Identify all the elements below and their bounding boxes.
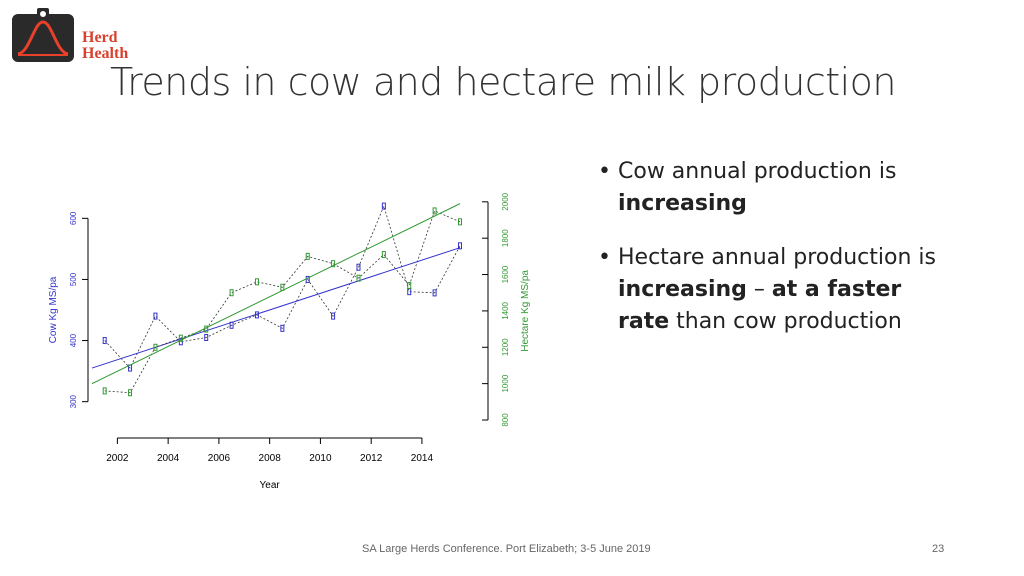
- cow-data-point: [432, 289, 437, 297]
- hectare-data-point: [432, 207, 437, 215]
- bullet-text: Hectare annual production is: [618, 245, 936, 270]
- cow-data-point: [229, 321, 234, 329]
- y-right-tick-label: 1000: [501, 374, 510, 392]
- cow-data-point: [407, 288, 412, 296]
- y-right-tick-label: 1200: [501, 338, 510, 356]
- series-trend-line: [91, 247, 461, 369]
- cow-data-point: [331, 312, 336, 320]
- cow-data-point: [280, 324, 285, 332]
- cow-data-point: [381, 202, 386, 210]
- x-tick-label: 2006: [208, 453, 231, 464]
- y-right-axis-label: Hectare Kg MS/pa: [520, 270, 531, 352]
- y-left-axis-label: Cow Kg MS/pa: [48, 276, 59, 343]
- slide-title: Trends in cow and hectare milk productio…: [110, 60, 897, 104]
- bullet-text: –: [746, 277, 772, 302]
- milk-production-chart: 2002 2004 2006 2008 2010 2012 2014 Year 300 400 50…: [48, 192, 531, 491]
- cow-data-point: [204, 334, 209, 341]
- cow-data-point: [305, 275, 310, 283]
- cow-data-point: [153, 312, 158, 320]
- cow-data-point: [254, 311, 259, 319]
- hectare-data-point: [407, 281, 412, 289]
- x-tick-label: 2002: [106, 453, 129, 464]
- y-left-tick-label: 600: [69, 211, 78, 225]
- cow-data-point: [458, 242, 462, 250]
- bullet-list: Cow annual production is increasingHecta…: [598, 156, 958, 360]
- y-right-tick-label: 1400: [501, 301, 510, 319]
- hectare-data-point: [102, 387, 107, 395]
- bullet-item: Hectare annual production is increasing …: [598, 242, 958, 338]
- hectare-data-point: [254, 278, 259, 286]
- logo-text-line1: Herd: [82, 29, 118, 46]
- y-right-tick-label: 1600: [501, 265, 510, 283]
- hectare-data-point: [128, 389, 133, 397]
- hectare-data-point: [280, 283, 285, 291]
- y-left-tick-label: 300: [69, 394, 78, 408]
- herd-health-logo: Herd Health: [10, 8, 140, 66]
- x-tick-label: 2004: [157, 453, 180, 464]
- y-right-tick-label: 2000: [501, 192, 510, 210]
- hectare-data-point: [229, 289, 234, 297]
- y-left-tick-label: 500: [69, 272, 78, 286]
- x-axis-label: Year: [260, 480, 281, 491]
- page-number: 23: [932, 543, 945, 555]
- series-trend-line: [91, 203, 461, 385]
- hectare-data-point: [381, 251, 386, 259]
- bullet-text: Cow annual production is: [618, 159, 897, 184]
- hectare-data-point: [178, 334, 183, 342]
- y-left-tick-label: 400: [69, 333, 78, 347]
- bullet-emphasis: at a faster rate: [618, 277, 902, 334]
- bullet-item: Cow annual production is increasing: [598, 156, 958, 220]
- cow-data-point: [178, 338, 183, 346]
- y-right-tick-label: 1800: [501, 229, 510, 247]
- y-right-tick-label: 800: [501, 413, 510, 427]
- slide-footer: SA Large Herds Conference. Port Elizabet…: [362, 543, 651, 555]
- hectare-data-point: [458, 218, 462, 226]
- series-connector-line: [104, 204, 461, 369]
- logo-text-line2: Health: [82, 45, 129, 62]
- hectare-data-point: [305, 252, 310, 260]
- cow-data-point: [102, 337, 107, 345]
- x-tick-label: 2008: [259, 453, 282, 464]
- hectare-data-point: [153, 343, 158, 351]
- bullet-emphasis: increasing: [618, 277, 747, 302]
- cow-data-point: [356, 263, 361, 271]
- bullet-emphasis: increasing: [618, 191, 747, 216]
- series-connector-line: [104, 210, 461, 394]
- hectare-data-point: [356, 274, 361, 282]
- x-tick-label: 2010: [309, 453, 332, 464]
- hectare-data-point: [331, 260, 336, 268]
- x-tick-label: 2012: [360, 453, 383, 464]
- hectare-data-point: [204, 325, 209, 333]
- x-tick-label: 2014: [411, 453, 434, 464]
- bell-curve-logo-icon: [12, 8, 74, 62]
- bullet-text: than cow production: [669, 309, 902, 334]
